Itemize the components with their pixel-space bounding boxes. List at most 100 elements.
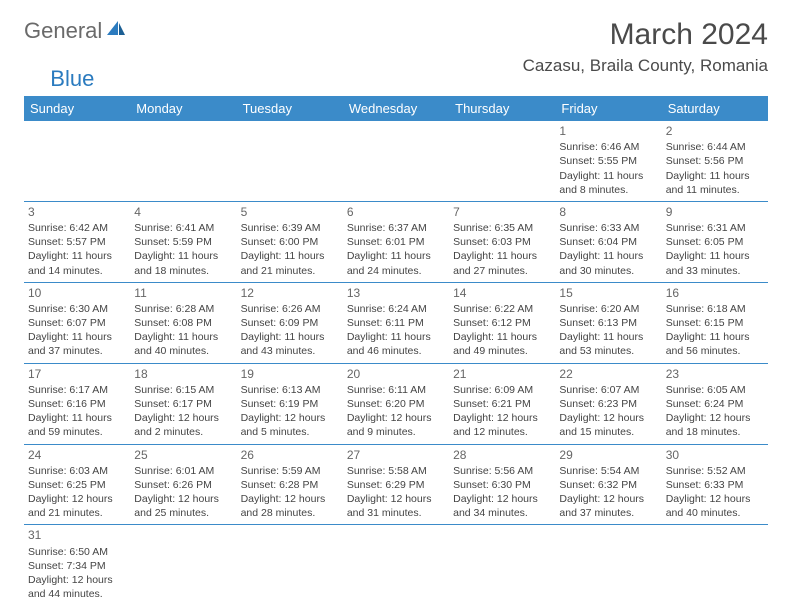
sunrise-text: Sunrise: 5:56 AM	[453, 464, 551, 478]
calendar-cell: 30Sunrise: 5:52 AMSunset: 6:33 PMDayligh…	[662, 444, 768, 525]
daylight-text: Daylight: 11 hours and 46 minutes.	[347, 330, 445, 358]
daylight-text: Daylight: 12 hours and 9 minutes.	[347, 411, 445, 439]
day-number: 25	[134, 447, 232, 463]
sunset-text: Sunset: 6:16 PM	[28, 397, 126, 411]
sunset-text: Sunset: 6:17 PM	[134, 397, 232, 411]
calendar-cell: 11Sunrise: 6:28 AMSunset: 6:08 PMDayligh…	[130, 282, 236, 363]
calendar-cell	[449, 121, 555, 201]
day-number: 13	[347, 285, 445, 301]
day-number: 9	[666, 204, 764, 220]
calendar-cell	[130, 121, 236, 201]
daylight-text: Daylight: 11 hours and 14 minutes.	[28, 249, 126, 277]
sunrise-text: Sunrise: 6:20 AM	[559, 302, 657, 316]
sunset-text: Sunset: 6:21 PM	[453, 397, 551, 411]
daylight-text: Daylight: 12 hours and 31 minutes.	[347, 492, 445, 520]
sunrise-text: Sunrise: 6:42 AM	[28, 221, 126, 235]
day-number: 12	[241, 285, 339, 301]
daylight-text: Daylight: 12 hours and 15 minutes.	[559, 411, 657, 439]
sunset-text: Sunset: 5:57 PM	[28, 235, 126, 249]
sunset-text: Sunset: 6:33 PM	[666, 478, 764, 492]
sunrise-text: Sunrise: 6:26 AM	[241, 302, 339, 316]
sunrise-text: Sunrise: 5:52 AM	[666, 464, 764, 478]
sunset-text: Sunset: 5:55 PM	[559, 154, 657, 168]
calendar-cell	[24, 121, 130, 201]
calendar-cell: 1Sunrise: 6:46 AMSunset: 5:55 PMDaylight…	[555, 121, 661, 201]
sunset-text: Sunset: 6:15 PM	[666, 316, 764, 330]
daylight-text: Daylight: 11 hours and 24 minutes.	[347, 249, 445, 277]
calendar-cell	[237, 525, 343, 605]
header-wednesday: Wednesday	[343, 96, 449, 121]
sunset-text: Sunset: 6:05 PM	[666, 235, 764, 249]
sunset-text: Sunset: 6:00 PM	[241, 235, 339, 249]
day-header-row: Sunday Monday Tuesday Wednesday Thursday…	[24, 96, 768, 121]
header-tuesday: Tuesday	[237, 96, 343, 121]
header-thursday: Thursday	[449, 96, 555, 121]
day-number: 31	[28, 527, 126, 543]
sunset-text: Sunset: 6:32 PM	[559, 478, 657, 492]
day-number: 28	[453, 447, 551, 463]
sunrise-text: Sunrise: 6:15 AM	[134, 383, 232, 397]
sunrise-text: Sunrise: 6:09 AM	[453, 383, 551, 397]
sunrise-text: Sunrise: 6:01 AM	[134, 464, 232, 478]
calendar-cell: 17Sunrise: 6:17 AMSunset: 6:16 PMDayligh…	[24, 363, 130, 444]
day-number: 30	[666, 447, 764, 463]
daylight-text: Daylight: 12 hours and 28 minutes.	[241, 492, 339, 520]
day-number: 14	[453, 285, 551, 301]
day-number: 7	[453, 204, 551, 220]
day-number: 5	[241, 204, 339, 220]
daylight-text: Daylight: 11 hours and 33 minutes.	[666, 249, 764, 277]
calendar-cell: 29Sunrise: 5:54 AMSunset: 6:32 PMDayligh…	[555, 444, 661, 525]
day-number: 21	[453, 366, 551, 382]
calendar-cell: 24Sunrise: 6:03 AMSunset: 6:25 PMDayligh…	[24, 444, 130, 525]
daylight-text: Daylight: 12 hours and 21 minutes.	[28, 492, 126, 520]
sunrise-text: Sunrise: 5:59 AM	[241, 464, 339, 478]
daylight-text: Daylight: 12 hours and 18 minutes.	[666, 411, 764, 439]
daylight-text: Daylight: 11 hours and 56 minutes.	[666, 330, 764, 358]
calendar-cell: 8Sunrise: 6:33 AMSunset: 6:04 PMDaylight…	[555, 201, 661, 282]
sunrise-text: Sunrise: 6:18 AM	[666, 302, 764, 316]
daylight-text: Daylight: 12 hours and 5 minutes.	[241, 411, 339, 439]
day-number: 27	[347, 447, 445, 463]
sunrise-text: Sunrise: 6:37 AM	[347, 221, 445, 235]
sunset-text: Sunset: 6:19 PM	[241, 397, 339, 411]
header-sunday: Sunday	[24, 96, 130, 121]
sunset-text: Sunset: 6:07 PM	[28, 316, 126, 330]
daylight-text: Daylight: 12 hours and 2 minutes.	[134, 411, 232, 439]
calendar-cell: 31Sunrise: 6:50 AMSunset: 7:34 PMDayligh…	[24, 525, 130, 605]
daylight-text: Daylight: 11 hours and 59 minutes.	[28, 411, 126, 439]
sunset-text: Sunset: 6:29 PM	[347, 478, 445, 492]
calendar-cell: 18Sunrise: 6:15 AMSunset: 6:17 PMDayligh…	[130, 363, 236, 444]
sunrise-text: Sunrise: 6:30 AM	[28, 302, 126, 316]
sunset-text: Sunset: 6:28 PM	[241, 478, 339, 492]
sunrise-text: Sunrise: 6:31 AM	[666, 221, 764, 235]
day-number: 10	[28, 285, 126, 301]
day-number: 29	[559, 447, 657, 463]
header-friday: Friday	[555, 96, 661, 121]
day-number: 19	[241, 366, 339, 382]
daylight-text: Daylight: 11 hours and 43 minutes.	[241, 330, 339, 358]
header-saturday: Saturday	[662, 96, 768, 121]
sunrise-text: Sunrise: 6:44 AM	[666, 140, 764, 154]
sunrise-text: Sunrise: 6:24 AM	[347, 302, 445, 316]
sunrise-text: Sunrise: 6:07 AM	[559, 383, 657, 397]
sunset-text: Sunset: 5:59 PM	[134, 235, 232, 249]
calendar-cell: 28Sunrise: 5:56 AMSunset: 6:30 PMDayligh…	[449, 444, 555, 525]
day-number: 15	[559, 285, 657, 301]
calendar-cell: 12Sunrise: 6:26 AMSunset: 6:09 PMDayligh…	[237, 282, 343, 363]
sunrise-text: Sunrise: 6:22 AM	[453, 302, 551, 316]
day-number: 20	[347, 366, 445, 382]
calendar-cell	[237, 121, 343, 201]
day-number: 4	[134, 204, 232, 220]
calendar-cell	[343, 525, 449, 605]
calendar-cell: 5Sunrise: 6:39 AMSunset: 6:00 PMDaylight…	[237, 201, 343, 282]
sunset-text: Sunset: 6:01 PM	[347, 235, 445, 249]
daylight-text: Daylight: 11 hours and 40 minutes.	[134, 330, 232, 358]
calendar-cell: 14Sunrise: 6:22 AMSunset: 6:12 PMDayligh…	[449, 282, 555, 363]
calendar-cell: 19Sunrise: 6:13 AMSunset: 6:19 PMDayligh…	[237, 363, 343, 444]
day-number: 23	[666, 366, 764, 382]
logo-sail-icon	[105, 18, 127, 44]
calendar-cell	[130, 525, 236, 605]
sunrise-text: Sunrise: 6:05 AM	[666, 383, 764, 397]
logo-blue-row: GeneralBlue	[24, 66, 768, 92]
calendar-cell: 13Sunrise: 6:24 AMSunset: 6:11 PMDayligh…	[343, 282, 449, 363]
